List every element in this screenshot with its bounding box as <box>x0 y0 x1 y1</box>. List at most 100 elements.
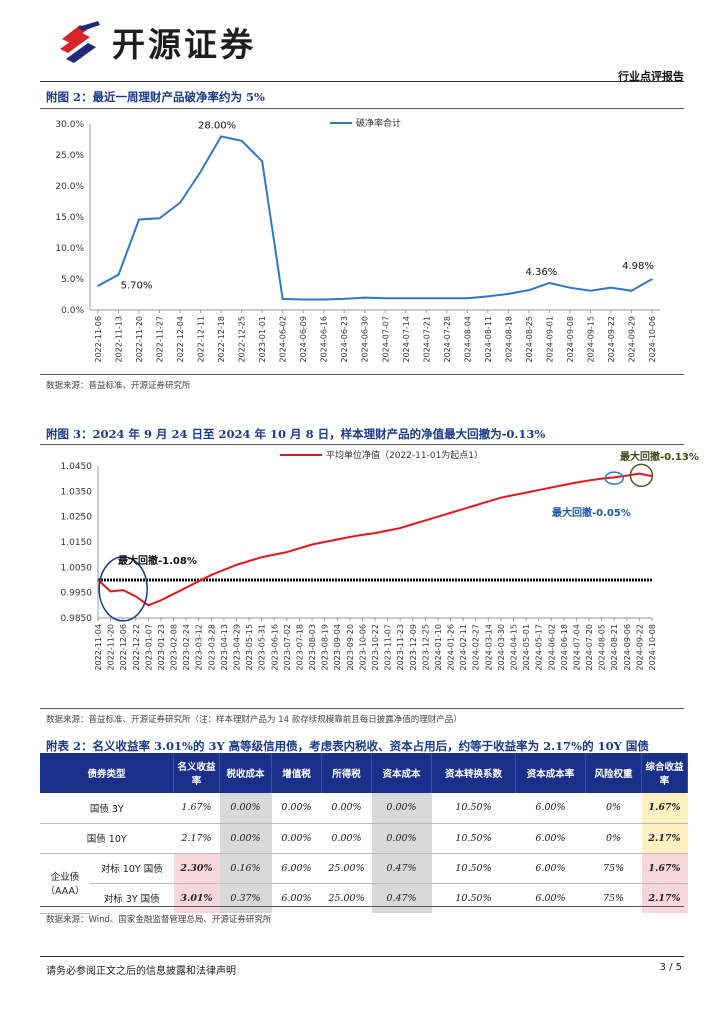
data-point <box>424 519 427 522</box>
x-tick-label: 2024-05-17 <box>535 624 544 671</box>
x-tick-label: 2023-06-16 <box>270 624 279 671</box>
x-tick-label: 2022-11-13 <box>115 316 124 363</box>
data-point <box>466 297 469 300</box>
footer-rule <box>40 956 684 957</box>
header-composite-yield: 综合收益率 <box>641 753 688 793</box>
figure3-title: 附图 3：2024 年 9 月 24 日至 2024 年 10 月 8 日，样本… <box>46 427 546 441</box>
data-point <box>404 297 407 300</box>
x-tick-label: 2023-07-18 <box>295 624 304 671</box>
cell: 0.47% <box>371 883 432 913</box>
x-tick-label: 2024-07-20 <box>585 624 594 671</box>
y-tick-label: 1.0050 <box>61 563 93 573</box>
header-vat: 增值税 <box>271 753 322 793</box>
data-point <box>462 508 464 510</box>
data-point <box>446 297 448 300</box>
data-label: 4.98% <box>622 261 654 272</box>
data-label: 28.00% <box>198 120 236 131</box>
x-tick-label: 2024-08-11 <box>484 316 493 363</box>
x-tick-label: 2022-12-22 <box>132 624 141 671</box>
data-point <box>630 289 633 292</box>
header-capital-conversion: 资本转换系数 <box>431 753 516 793</box>
x-tick-label: 2024-08-21 <box>610 624 619 671</box>
x-tick-label: 2024-06-02 <box>279 316 288 363</box>
data-point <box>411 523 414 526</box>
cell: 3.01% <box>173 883 220 913</box>
figure2-bottom-rule <box>40 374 684 375</box>
data-point <box>425 297 428 300</box>
cell: 10.50% <box>431 793 516 824</box>
header-income-tax: 所得税 <box>321 753 372 793</box>
y-tick-label: 1.0350 <box>61 487 93 497</box>
cell: 1.67% <box>641 793 688 824</box>
data-point <box>575 481 578 484</box>
cell: 0.00% <box>271 793 322 824</box>
cell: 10.50% <box>431 853 516 884</box>
x-tick-label: 2023-02-24 <box>182 624 191 671</box>
cell: 6.00% <box>271 853 322 884</box>
data-point <box>550 486 553 489</box>
cell: 6.00% <box>515 853 586 884</box>
x-tick-label: 2024-06-18 <box>560 624 569 671</box>
data-point <box>235 564 238 566</box>
kaiyuan-logo-icon <box>60 21 100 63</box>
data-point <box>487 295 489 298</box>
x-tick-label: 2024-03-30 <box>497 624 506 671</box>
cell: 75% <box>602 892 625 904</box>
footer-disclaimer: 请务必参阅正文之后的信息披露和法律声明 <box>46 966 236 977</box>
data-point <box>589 289 592 292</box>
data-point <box>363 296 366 299</box>
data-point <box>563 484 565 486</box>
y-tick-label: 5.0% <box>61 275 84 285</box>
header-nominal-yield: 名义收益率 <box>173 753 220 793</box>
x-tick-label: 2024-07-04 <box>572 624 581 671</box>
x-tick-label: 2024-05-01 <box>522 624 531 671</box>
data-point <box>512 494 515 496</box>
data-point <box>158 217 161 220</box>
x-tick-label: 2024-10-06 <box>648 316 657 363</box>
x-tick-label: 2023-01-23 <box>157 624 166 671</box>
cell: 25.00% <box>321 853 372 884</box>
x-tick-label: 2022-12-04 <box>176 316 185 363</box>
group-label: 企业债（AAA） <box>40 853 90 914</box>
x-tick-label: 2023-08-03 <box>308 624 317 671</box>
data-label: 5.70% <box>121 281 153 292</box>
data-point <box>374 532 376 534</box>
header-tax-cost: 税收成本 <box>219 753 272 793</box>
cell: 6.00% <box>535 892 566 904</box>
y-tick-label: 10.0% <box>55 244 84 254</box>
header-bond-type: 债券类型 <box>40 753 174 793</box>
cell: 0.00% <box>219 823 272 854</box>
cell: 10.50% <box>455 892 492 904</box>
x-tick-label: 2023-10-22 <box>371 624 380 671</box>
figure3-chart: 0.9850 0.9950 1.0050 1.0150 1.0250 1.0350 1.04… <box>61 449 699 671</box>
x-tick-label: 2024-07-21 <box>422 316 431 363</box>
row-label: 国债 3Y <box>40 793 174 824</box>
cell: 0% <box>585 793 642 824</box>
x-tick-label: 2024-01-26 <box>447 624 456 671</box>
data-point <box>487 500 490 503</box>
data-point <box>474 504 477 507</box>
x-tick-label: 2024-06-23 <box>340 316 349 363</box>
data-point <box>311 543 313 546</box>
data-point <box>260 556 263 558</box>
table-source: 数据来源：Wind、国家金融监督管理总局、开源证券研究所 <box>46 915 272 925</box>
data-point <box>240 139 243 142</box>
y-tick-label: 20.0% <box>55 182 84 192</box>
cell: 1.67% <box>641 853 688 884</box>
data-point <box>349 536 351 538</box>
bond-yield-table: 债券类型 名义收益率 税收成本 增值税 所得税 资本成本 资本转换系数 资本成本… <box>40 753 688 914</box>
x-tick-label: 2024-09-22 <box>607 316 616 363</box>
data-point <box>500 496 502 499</box>
x-tick-label: 2024-07-07 <box>381 316 390 363</box>
data-point <box>185 586 187 589</box>
data-point <box>449 512 452 514</box>
x-tick-label: 2023-05-31 <box>258 624 267 671</box>
x-tick-label: 2023-01-01 <box>258 316 267 363</box>
cell: 6.00% <box>515 793 586 824</box>
y-tick-label: 15.0% <box>55 213 84 223</box>
figure3-source: 数据来源：普益标准、开源证券研究所（注：样本理财产品为 14 款存续规模靠前且每… <box>46 715 462 725</box>
row-label: 对标 3Y 国债 <box>103 894 160 906</box>
table-title: 附表 2：名义收益率 3.01%的 3Y 高等级信用债，考虑表内税收、资本占用后… <box>46 739 649 753</box>
data-point <box>336 538 339 541</box>
drawdown-circle-1 <box>98 556 148 622</box>
